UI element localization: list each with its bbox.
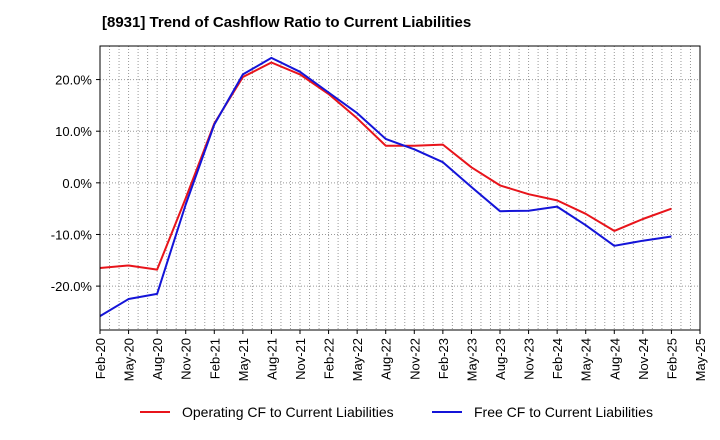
- x-tick-label: Nov-23: [522, 338, 537, 380]
- series-lines: [99, 56, 672, 317]
- x-tick-label: May-24: [579, 338, 594, 381]
- x-tick-label: Nov-20: [179, 338, 194, 380]
- y-tick-label: -10.0%: [51, 227, 93, 242]
- x-axis: Feb-20 May-20 Aug-20 Nov-20 Feb-21 May-21 Aug-…: [93, 330, 708, 381]
- x-tick-label: Aug-24: [607, 338, 622, 380]
- x-tick-label: May-23: [464, 338, 479, 381]
- x-tick-label: Feb-24: [550, 338, 565, 379]
- x-tick-label: May-25: [693, 338, 708, 381]
- y-axis: -20.0% -10.0% 0.0% 10.0% 20.0%: [51, 73, 100, 294]
- chart-title: [8931] Trend of Cashflow Ratio to Curren…: [102, 14, 472, 31]
- x-tick-label: Aug-21: [264, 338, 279, 380]
- x-tick-label: Nov-21: [293, 338, 308, 380]
- legend-swatch-free-cf: [432, 411, 462, 413]
- x-tick-label: Feb-21: [207, 338, 222, 379]
- x-tick-label: Feb-20: [93, 338, 108, 379]
- x-tick-label: May-20: [122, 338, 137, 381]
- legend-label-free-cf: Free CF to Current Liabilities: [474, 404, 653, 420]
- y-tick-label: -20.0%: [51, 279, 93, 294]
- x-tick-label: May-21: [236, 338, 251, 381]
- x-tick-label: Aug-23: [493, 338, 508, 380]
- x-tick-label: Nov-22: [407, 338, 422, 380]
- operating-cf-line: [99, 61, 672, 271]
- x-tick-label: Feb-22: [322, 338, 337, 379]
- y-tick-label: 10.0%: [55, 124, 92, 139]
- x-tick-label: May-22: [350, 338, 365, 381]
- x-tick-label: Aug-20: [150, 338, 165, 380]
- plot-frame: [99, 45, 701, 331]
- legend-item-free-cf: Free CF to Current Liabilities: [432, 404, 653, 420]
- legend-item-operating-cf: Operating CF to Current Liabilities: [140, 404, 394, 420]
- legend: Operating CF to Current Liabilities Free…: [0, 404, 720, 428]
- x-tick-label: Aug-22: [379, 338, 394, 380]
- legend-label-operating-cf: Operating CF to Current Liabilities: [182, 404, 394, 420]
- free-cf-line: [99, 56, 672, 317]
- y-tick-label: 20.0%: [55, 73, 92, 88]
- x-tick-label: Nov-24: [636, 338, 651, 380]
- grid-lines: [100, 46, 700, 330]
- x-tick-label: Feb-25: [664, 338, 679, 379]
- y-tick-label: 0.0%: [62, 176, 92, 191]
- legend-swatch-operating-cf: [140, 411, 170, 413]
- x-tick-label: Feb-23: [436, 338, 451, 379]
